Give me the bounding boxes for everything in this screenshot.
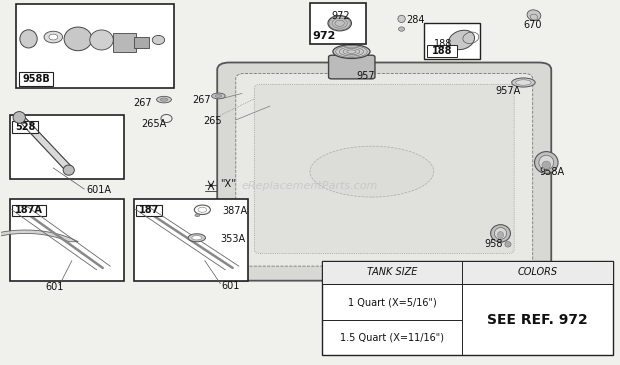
- Text: "X": "X": [220, 179, 236, 189]
- Ellipse shape: [44, 31, 63, 43]
- Text: 188: 188: [432, 46, 452, 56]
- Bar: [12, 121, 38, 133]
- FancyBboxPatch shape: [236, 73, 533, 266]
- Ellipse shape: [505, 242, 511, 247]
- Ellipse shape: [310, 146, 434, 197]
- Ellipse shape: [333, 45, 370, 58]
- Ellipse shape: [494, 228, 507, 239]
- Text: 957A: 957A: [495, 86, 521, 96]
- Polygon shape: [18, 115, 72, 173]
- Bar: [322, 261, 613, 355]
- Text: 972: 972: [332, 11, 350, 21]
- Ellipse shape: [211, 93, 225, 99]
- Text: 1.5 Quart (X=11/16"): 1.5 Quart (X=11/16"): [340, 333, 444, 342]
- Ellipse shape: [195, 214, 200, 217]
- Ellipse shape: [490, 225, 510, 242]
- Text: 972: 972: [312, 31, 336, 41]
- Ellipse shape: [161, 98, 168, 101]
- Bar: [322, 261, 613, 284]
- FancyBboxPatch shape: [217, 62, 551, 281]
- FancyBboxPatch shape: [254, 84, 514, 253]
- Ellipse shape: [64, 27, 92, 51]
- Ellipse shape: [153, 35, 165, 45]
- Ellipse shape: [188, 234, 205, 242]
- Text: 284: 284: [406, 15, 424, 25]
- Ellipse shape: [328, 16, 352, 31]
- Text: SEE REF. 972: SEE REF. 972: [487, 313, 588, 327]
- Bar: [136, 205, 162, 216]
- Bar: [113, 34, 136, 52]
- Bar: [10, 199, 125, 281]
- Text: 958: 958: [484, 239, 503, 249]
- Ellipse shape: [63, 165, 74, 175]
- Text: 187: 187: [139, 205, 159, 215]
- Bar: [19, 72, 53, 86]
- Ellipse shape: [157, 96, 172, 103]
- Text: 601A: 601A: [86, 185, 111, 196]
- FancyBboxPatch shape: [329, 55, 375, 79]
- Text: 265A: 265A: [142, 119, 167, 128]
- Bar: [10, 115, 125, 179]
- Text: 601: 601: [45, 282, 64, 292]
- Text: 353A: 353A: [220, 234, 246, 244]
- Text: 1 Quart (X=5/16"): 1 Quart (X=5/16"): [348, 297, 436, 307]
- Text: 188: 188: [434, 39, 452, 49]
- Text: 528: 528: [16, 122, 35, 132]
- Bar: [425, 23, 480, 59]
- Ellipse shape: [512, 78, 535, 87]
- Ellipse shape: [192, 235, 202, 240]
- Text: COLORS: COLORS: [517, 268, 557, 277]
- Ellipse shape: [497, 231, 503, 238]
- Text: eReplacementParts.com: eReplacementParts.com: [242, 181, 378, 191]
- Text: 265: 265: [203, 116, 222, 126]
- Text: 267: 267: [192, 95, 211, 105]
- Ellipse shape: [448, 30, 474, 50]
- Bar: [12, 205, 46, 216]
- Bar: [16, 4, 174, 88]
- Polygon shape: [0, 230, 78, 284]
- Text: 601: 601: [221, 281, 240, 291]
- Text: 387A: 387A: [222, 206, 247, 216]
- Ellipse shape: [90, 30, 113, 50]
- Ellipse shape: [13, 112, 25, 123]
- Ellipse shape: [534, 151, 558, 173]
- Ellipse shape: [542, 161, 551, 169]
- Ellipse shape: [20, 30, 37, 48]
- Ellipse shape: [527, 10, 541, 21]
- Ellipse shape: [516, 80, 531, 85]
- Ellipse shape: [398, 15, 405, 23]
- Text: 670: 670: [523, 20, 542, 30]
- Text: 958A: 958A: [539, 167, 564, 177]
- Text: 957: 957: [356, 71, 375, 81]
- Ellipse shape: [399, 27, 405, 31]
- Ellipse shape: [49, 34, 58, 40]
- Ellipse shape: [539, 155, 554, 170]
- Bar: [310, 3, 366, 44]
- Text: TANK SIZE: TANK SIZE: [367, 268, 417, 277]
- Bar: [134, 199, 248, 281]
- Text: 958B: 958B: [22, 74, 50, 84]
- Bar: [135, 37, 149, 48]
- Text: 267: 267: [134, 98, 153, 108]
- Bar: [427, 45, 456, 57]
- Ellipse shape: [215, 95, 222, 97]
- Text: 187A: 187A: [16, 205, 43, 215]
